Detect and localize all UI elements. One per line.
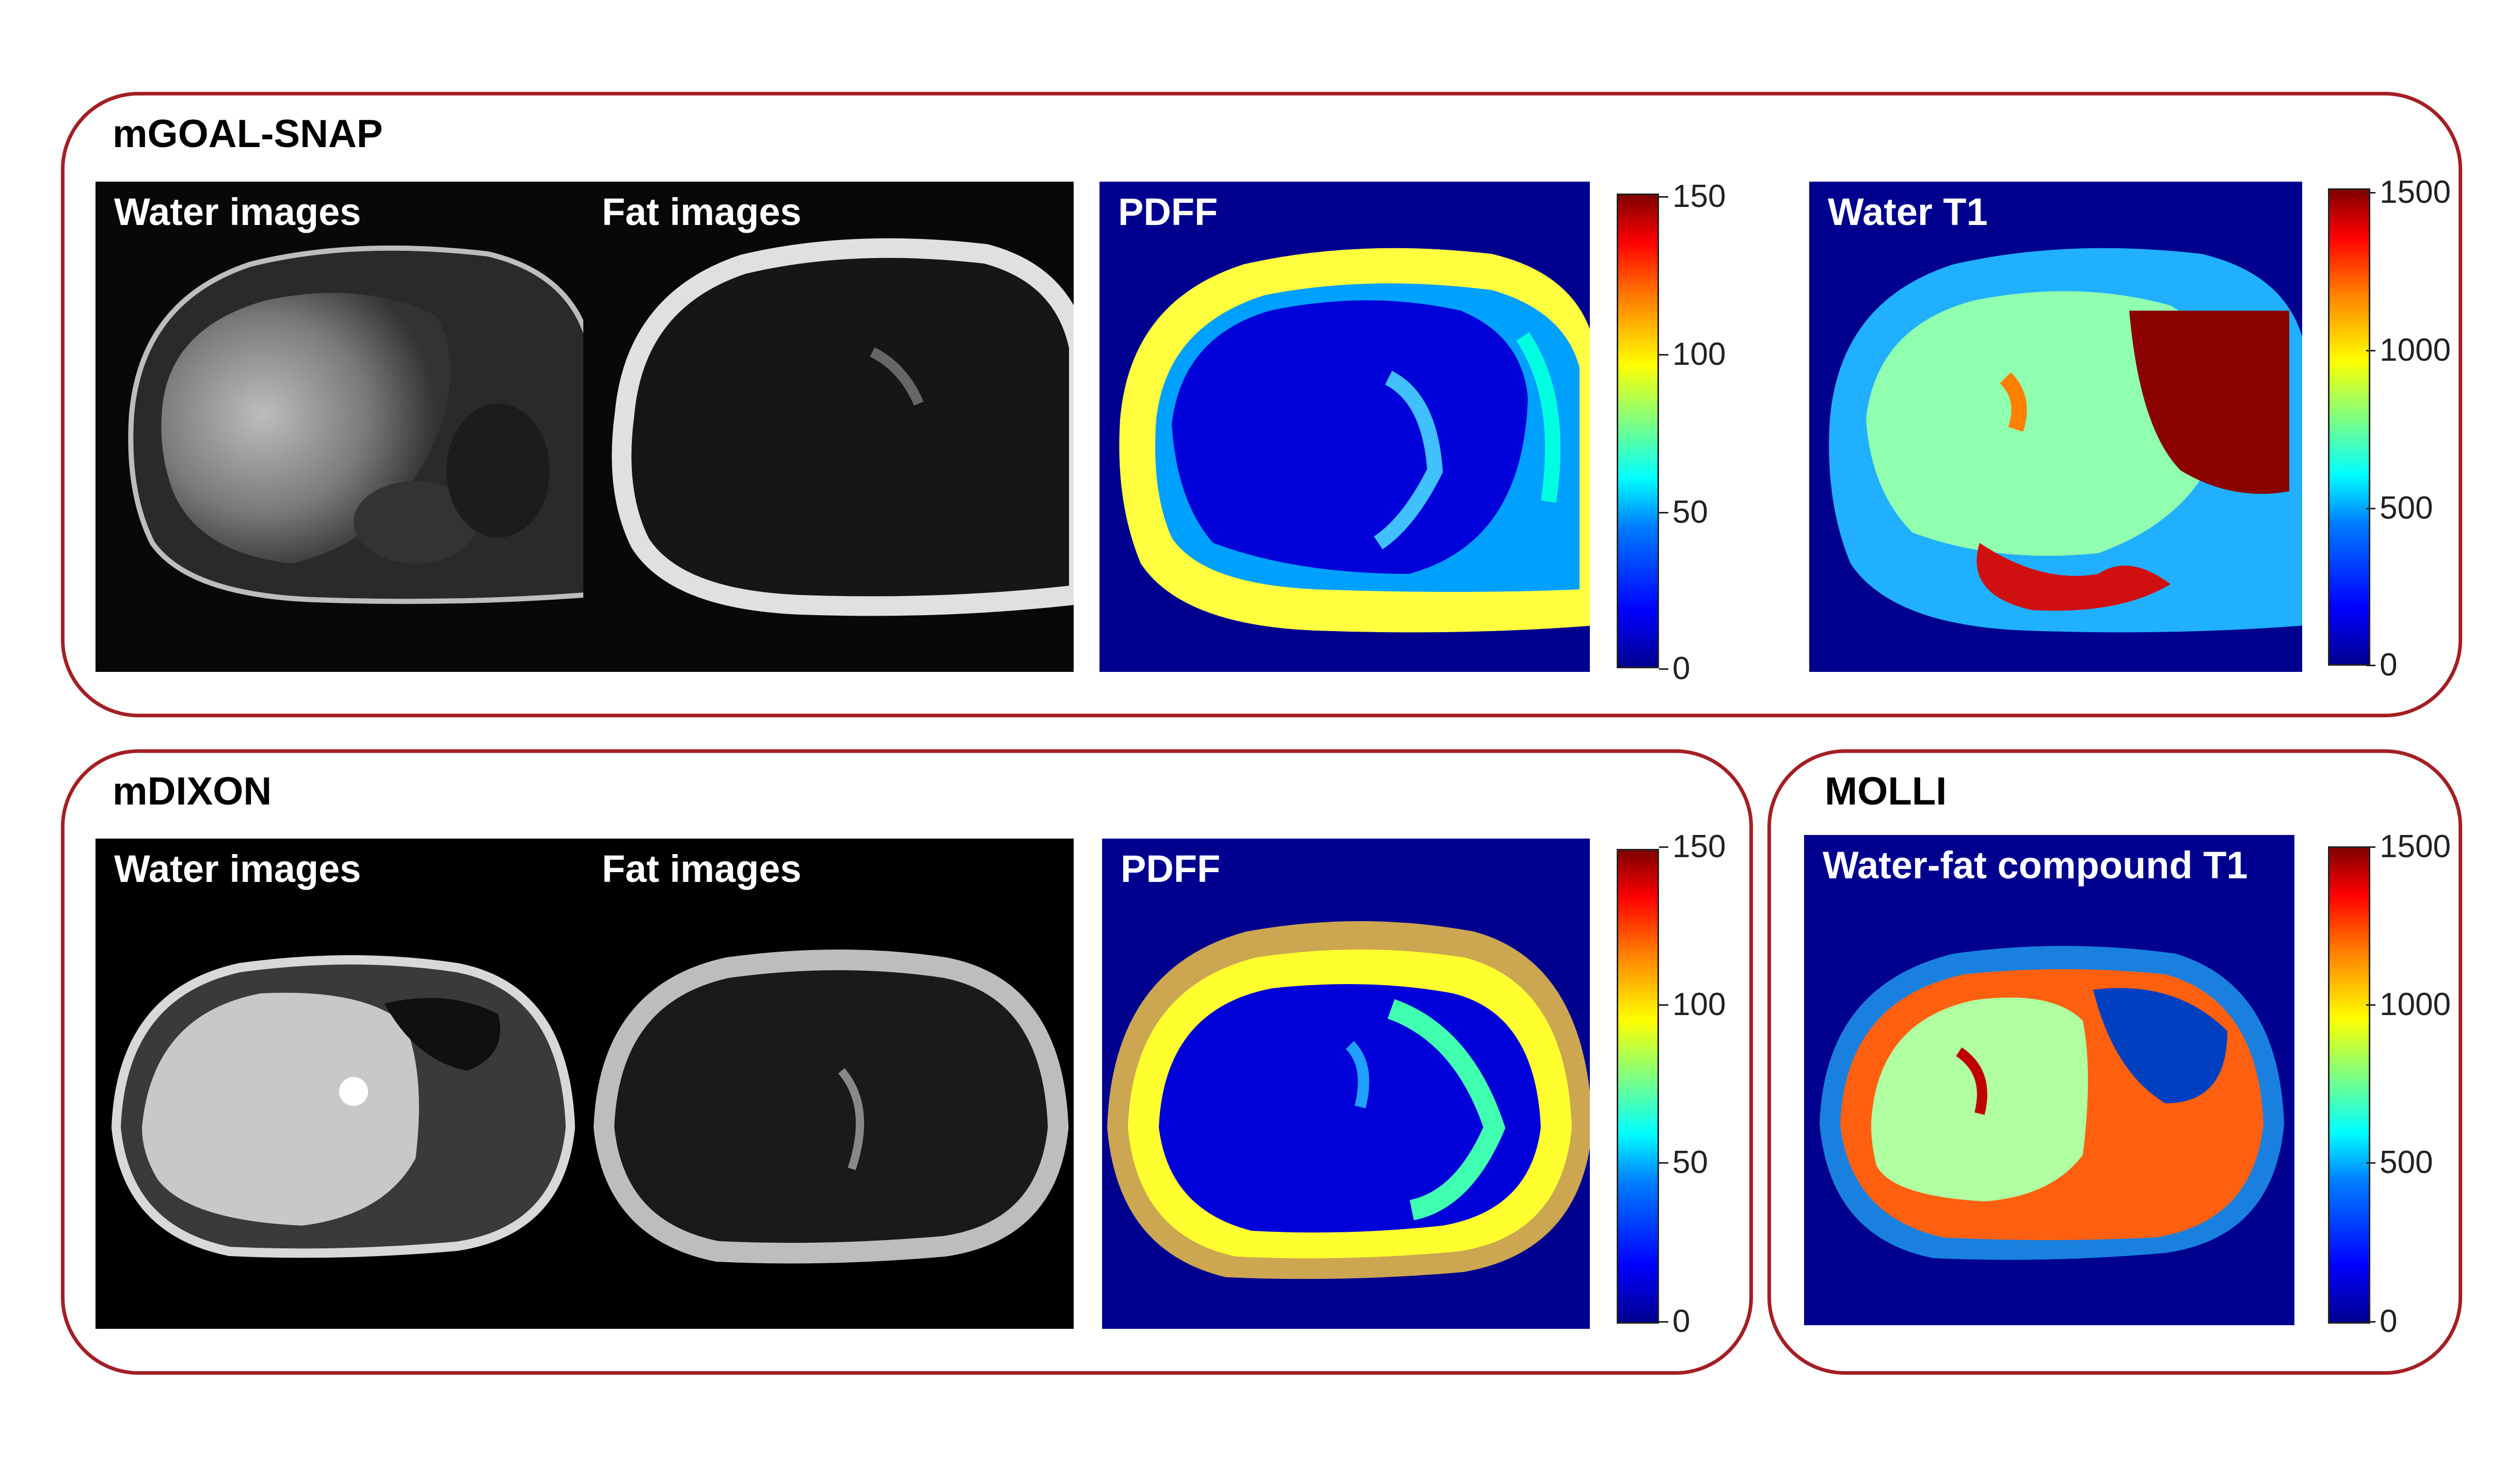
mgoal-t1-tick-0: 0 xyxy=(2366,647,2398,683)
mdixon-water-anatomy xyxy=(111,955,576,1258)
mgoal-t1-label: Water T1 xyxy=(1828,190,1988,233)
mdixon-pdff-tick-100: 100 xyxy=(1658,987,1726,1022)
mdixon-pdff-tick-0: 0 xyxy=(1658,1304,1690,1339)
mgoal-t1-anatomy xyxy=(1829,248,2302,633)
mgoal-pdff-map: PDFF xyxy=(1099,182,1590,672)
mgoal-pdff-tick-50: 50 xyxy=(1659,494,1708,530)
mgoal-pdff-tick-0: 0 xyxy=(1658,651,1690,686)
mdixon-pdff-colorbar xyxy=(1617,849,1659,1324)
mgoal-water-t1-map: Water T1 xyxy=(1809,182,2302,672)
mgoal-pdff-tick-150: 150 xyxy=(1658,179,1726,214)
mdixon-water-image: Water images xyxy=(95,839,583,1329)
molli-t1-anatomy xyxy=(1820,946,2284,1260)
mdixon-fat-image: Fat images xyxy=(583,839,1074,1329)
mgoal-pdff-anatomy xyxy=(1119,248,1590,633)
molli-t1-tick-1500: 1500 xyxy=(2366,829,2451,864)
mgoal-snap-title: mGOAL-SNAP xyxy=(113,112,383,156)
molli-t1-tick-1000: 1000 xyxy=(2366,987,2451,1022)
mgoal-t1-tick-1500: 1500 xyxy=(2366,174,2451,210)
mgoal-fat-anatomy xyxy=(612,238,1074,616)
molli-t1-label: Water-fat compound T1 xyxy=(1823,844,2248,887)
mgoal-t1-tick-500: 500 xyxy=(2366,490,2433,526)
mdixon-pdff-tick-50: 50 xyxy=(1659,1145,1708,1180)
mdixon-group xyxy=(61,749,1753,1375)
mdixon-pdff-tick-150: 150 xyxy=(1658,829,1726,864)
mgoal-snap-group xyxy=(61,92,2462,717)
mgoal-fat-label: Fat images xyxy=(602,190,802,233)
mgoal-t1-colorbar xyxy=(2328,188,2370,666)
mgoal-fat-image: Fat images xyxy=(583,182,1074,672)
mdixon-pdff-map: PDFF xyxy=(1102,839,1590,1329)
molli-t1-map: Water-fat compound T1 xyxy=(1804,835,2294,1325)
molli-t1-tick-0: 0 xyxy=(2366,1304,2398,1339)
mgoal-pdff-tick-100: 100 xyxy=(1658,336,1726,372)
mdixon-pdff-label: PDFF xyxy=(1121,847,1221,890)
mdixon-title: mDIXON xyxy=(113,769,272,813)
molli-t1-tick-500: 500 xyxy=(2366,1145,2433,1180)
mgoal-pdff-label: PDFF xyxy=(1118,190,1218,233)
mdixon-water-label: Water images xyxy=(114,847,361,890)
molli-group xyxy=(1767,749,2462,1375)
mdixon-fat-anatomy xyxy=(593,950,1069,1264)
mdixon-fat-label: Fat images xyxy=(602,847,802,890)
mdixon-pdff-anatomy xyxy=(1107,921,1590,1279)
mgoal-water-label: Water images xyxy=(114,190,361,233)
molli-t1-colorbar xyxy=(2328,846,2370,1324)
mgoal-t1-tick-1000: 1000 xyxy=(2366,332,2451,368)
mgoal-water-anatomy xyxy=(128,245,583,604)
molli-title: MOLLI xyxy=(1825,769,1947,813)
mgoal-pdff-colorbar xyxy=(1617,194,1659,668)
mgoal-water-image: Water images xyxy=(95,182,583,672)
